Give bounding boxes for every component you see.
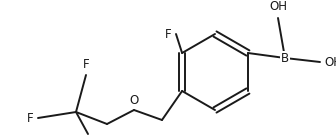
Text: F: F	[165, 27, 172, 40]
Text: F: F	[83, 58, 89, 71]
Text: OH: OH	[324, 55, 336, 68]
Text: OH: OH	[269, 0, 287, 13]
Text: F: F	[27, 112, 34, 124]
Text: O: O	[129, 94, 139, 107]
Text: B: B	[281, 51, 289, 64]
